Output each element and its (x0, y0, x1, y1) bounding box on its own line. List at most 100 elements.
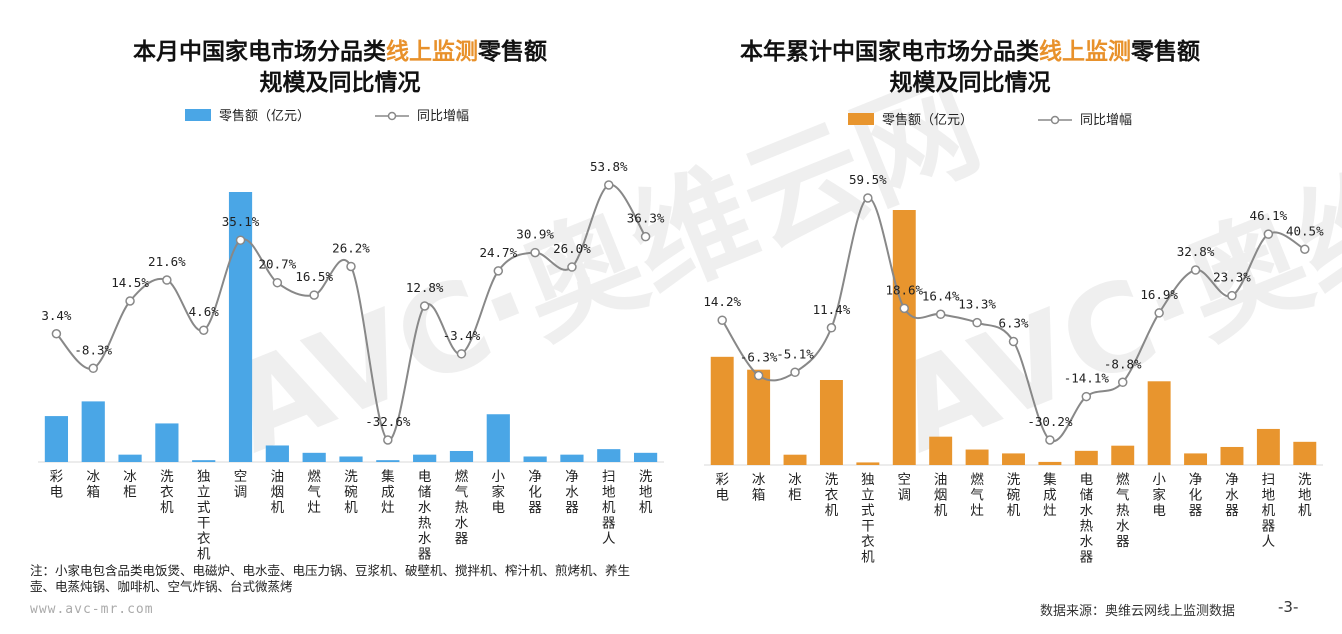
bar (1002, 453, 1025, 465)
bar (1111, 445, 1135, 465)
site-url[interactable]: www.avc-mr.com (30, 602, 154, 617)
bar (376, 460, 400, 462)
line-point (125, 296, 135, 306)
line-point (567, 262, 577, 272)
data-label: -5.1% (776, 346, 814, 361)
data-label: 32.8% (1177, 244, 1215, 259)
x-tick-label: 净化器 (1189, 472, 1203, 519)
x-tick-label: 洗碗机 (1007, 472, 1021, 519)
data-label: 4.6% (189, 304, 220, 319)
bar (819, 380, 843, 465)
x-tick-label: 洗碗机 (344, 469, 358, 516)
line-point (899, 303, 910, 314)
line-point (198, 325, 209, 335)
title-right-highlight: 线上监测 (1039, 39, 1131, 65)
bar (118, 454, 142, 462)
x-tick-label: 电储水热水器 (418, 469, 432, 563)
x-tick-label: 独立式干衣机 (197, 469, 211, 563)
x-tick-label: 冰柜 (788, 472, 802, 504)
x-tick-label: 洗地机 (1298, 472, 1312, 519)
bar (560, 454, 584, 462)
x-tick-label: 空调 (234, 469, 248, 501)
bar (449, 450, 474, 462)
line-point (493, 266, 504, 276)
x-tick-label: 彩电 (50, 469, 64, 501)
bar (1184, 453, 1208, 465)
line-point (790, 367, 800, 378)
bar (710, 356, 734, 465)
bar (856, 462, 880, 465)
x-tick-label: 独立式干衣机 (861, 472, 875, 566)
bar (265, 445, 289, 462)
line-point (972, 317, 982, 328)
data-label: -6.3% (740, 350, 778, 365)
data-label: 12.8% (406, 280, 444, 295)
x-tick-label: 扫地机器人 (602, 469, 616, 547)
bar (1256, 428, 1280, 465)
bar (155, 423, 179, 462)
x-tick-label: 扫地机器人 (1262, 472, 1276, 550)
data-label: -8.8% (1104, 356, 1142, 371)
data-label: 24.7% (479, 245, 517, 260)
x-tick-label: 燃气灶 (307, 468, 321, 516)
bar (892, 210, 916, 465)
data-label: -30.2% (1027, 414, 1073, 429)
data-label: 59.5% (849, 172, 887, 187)
line-point (419, 301, 430, 311)
bar (1038, 461, 1062, 465)
line-point (309, 290, 319, 300)
bar (413, 454, 437, 462)
data-label: 26.2% (332, 240, 370, 255)
x-tick-label: 集成灶 (381, 469, 395, 516)
bar (339, 456, 363, 462)
legend-label-line: 同比增幅 (417, 109, 469, 124)
line-point (1300, 244, 1310, 255)
line-point (456, 349, 467, 359)
bar (597, 449, 621, 462)
x-tick-label: 冰箱 (752, 472, 766, 504)
data-label: 16.5% (295, 269, 333, 284)
chart-title-left: 本月中国家电市场分品类线上监测零售额 规模及同比情况 (60, 37, 620, 99)
data-label: 16.4% (922, 288, 960, 303)
data-label: -32.6% (365, 414, 411, 429)
bar (486, 414, 510, 462)
data-label: 14.2% (703, 294, 741, 309)
x-tick-label: 空调 (898, 472, 912, 504)
data-label: 30.9% (516, 227, 554, 242)
x-tick-label: 净水器 (1225, 472, 1239, 519)
title-right-part3: 零售额 (1131, 39, 1200, 65)
line-point (235, 235, 246, 245)
line-point (383, 435, 393, 445)
data-label: 40.5% (1286, 223, 1324, 238)
x-tick-label: 油烟机 (271, 469, 285, 516)
bar (192, 460, 216, 462)
data-label: 11.4% (813, 302, 851, 317)
title-right-part1: 本年累计中国家电市场分品类 (740, 39, 1039, 65)
bar (783, 454, 807, 465)
bar (81, 401, 105, 462)
line-point (753, 370, 764, 381)
x-tick-label: 小家电 (492, 469, 506, 516)
bar (1147, 381, 1171, 465)
line-point (1008, 336, 1019, 347)
line-point (604, 180, 614, 190)
bar (965, 449, 989, 465)
title-left-line2: 规模及同比情况 (259, 70, 421, 96)
line-point (1227, 290, 1237, 301)
legend-line-marker (1050, 115, 1060, 125)
data-label: 35.1% (222, 214, 260, 229)
data-label: 14.5% (111, 275, 149, 290)
bar (44, 416, 69, 462)
x-tick-label: 彩电 (715, 472, 729, 504)
x-tick-label: 洗衣机 (160, 469, 174, 516)
bar (1293, 441, 1317, 465)
data-label: 16.9% (1140, 287, 1178, 302)
title-left-part3: 零售额 (478, 39, 547, 65)
bar (228, 192, 253, 462)
data-label: 23.3% (1213, 270, 1251, 285)
line-point (826, 323, 837, 333)
data-label: -14.1% (1064, 371, 1110, 386)
x-tick-label: 燃气热水器 (455, 468, 469, 547)
x-tick-label: 小家电 (1152, 472, 1166, 519)
